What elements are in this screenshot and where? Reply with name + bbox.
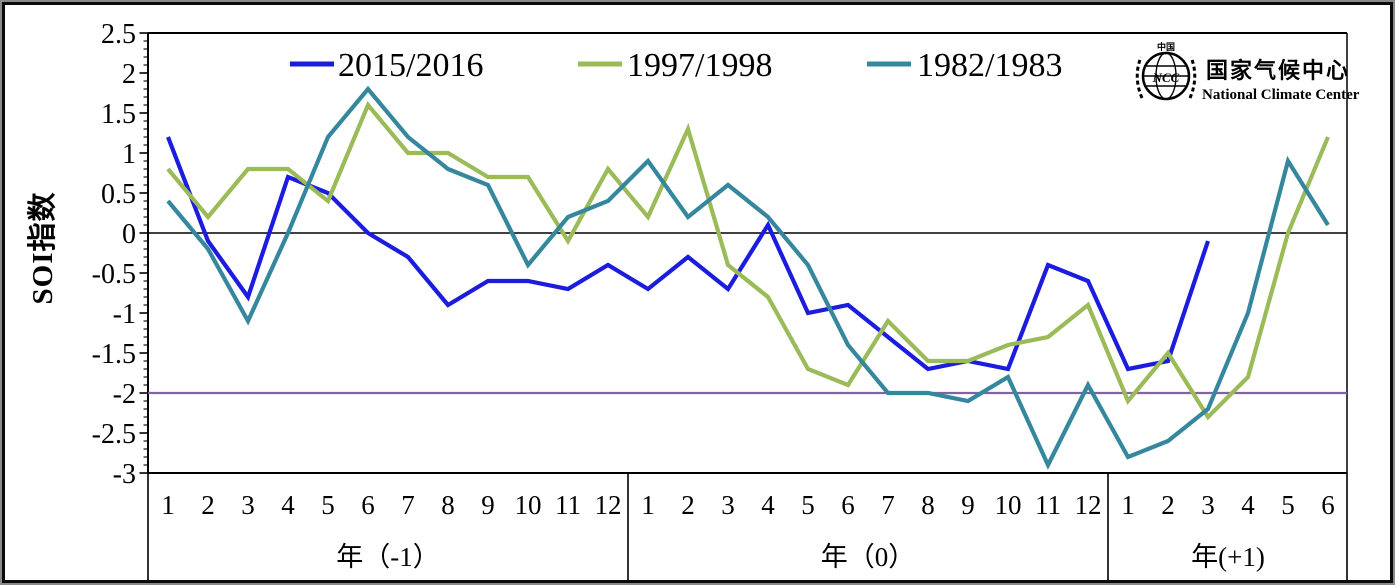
y-tick-label: -0.5 xyxy=(92,259,136,290)
month-label: 1 xyxy=(161,490,175,520)
series-lines xyxy=(166,85,1330,470)
ncc-logo-emblem: NCC 中国 xyxy=(1135,41,1197,101)
y-tick-label: -1 xyxy=(113,299,136,330)
legend: 2015/2016 1997/1998 1982/1983 xyxy=(290,47,1062,84)
y-axis-tick-labels: 2.5 2 1.5 1 0.5 0 -0.5 -1 -1.5 -2 -2.5 -3 xyxy=(92,19,136,490)
month-label: 3 xyxy=(241,490,255,520)
month-label: 5 xyxy=(801,490,815,520)
laurel-left xyxy=(1135,56,1144,99)
series-line-2015-2016 xyxy=(166,136,1210,372)
y-tick-label: 2.5 xyxy=(101,19,136,50)
month-label: 1 xyxy=(641,490,655,520)
month-label: 3 xyxy=(1201,490,1215,520)
legend-label-1997-1998: 1997/1998 xyxy=(627,47,772,84)
month-label: 11 xyxy=(555,490,581,520)
month-label: 10 xyxy=(515,490,542,520)
y-tick-label: 2 xyxy=(122,59,136,90)
emblem-cn-text: 中国 xyxy=(1157,41,1175,52)
month-label: 11 xyxy=(1035,490,1061,520)
y-tick-label: 1 xyxy=(122,139,136,170)
month-label: 2 xyxy=(1161,490,1175,520)
y-tick-label: -3 xyxy=(113,459,136,490)
month-label: 2 xyxy=(681,490,695,520)
legend-label-2015-2016: 2015/2016 xyxy=(338,47,483,84)
y-tick-label: -2 xyxy=(113,379,136,410)
month-label: 12 xyxy=(595,490,622,520)
x-axis-month-labels: 1 2 3 4 5 6 7 8 9 10 11 12 1 2 3 4 5 6 7 8 9 10 11 12 1 2 3 4 5 6 xyxy=(161,490,1335,520)
month-label: 7 xyxy=(401,490,415,520)
y-tick-label: -2.5 xyxy=(92,419,136,450)
laurel-right xyxy=(1188,56,1197,99)
month-label: 1 xyxy=(1121,490,1135,520)
legend-label-1982-1983: 1982/1983 xyxy=(917,47,1062,84)
month-label: 3 xyxy=(721,490,735,520)
month-label: 10 xyxy=(995,490,1022,520)
month-label: 4 xyxy=(761,490,775,520)
month-label: 6 xyxy=(841,490,855,520)
y-axis-title: SOI指数 xyxy=(26,192,59,305)
month-label: 8 xyxy=(921,490,935,520)
month-label: 7 xyxy=(881,490,895,520)
month-label: 6 xyxy=(361,490,375,520)
month-label: 12 xyxy=(1075,490,1102,520)
plot-frame xyxy=(147,32,1348,474)
ncc-logo: NCC 中国 国家气候中心 National Climate Center xyxy=(1135,41,1360,103)
y-tick-label: 0 xyxy=(122,219,136,250)
month-label: 6 xyxy=(1321,490,1335,520)
y-tick-label: 1.5 xyxy=(101,99,136,130)
legend-item: 1997/1998 xyxy=(578,47,772,84)
series-line-1997-1998 xyxy=(166,100,1330,421)
series-line-1982-1983 xyxy=(166,85,1330,470)
section-label-year-minus1: 年（-1） xyxy=(336,542,440,572)
month-label: 4 xyxy=(281,490,295,520)
logo-title: 国家气候中心 xyxy=(1206,58,1350,83)
x-axis-section-dividers xyxy=(147,473,1348,580)
y-tick-label: 0.5 xyxy=(101,179,136,210)
emblem-ncc-text: NCC xyxy=(1152,70,1180,85)
month-label: 2 xyxy=(201,490,215,520)
month-label: 4 xyxy=(1241,490,1255,520)
y-tick-label: -1.5 xyxy=(92,339,136,370)
month-label: 5 xyxy=(321,490,335,520)
month-label: 9 xyxy=(481,490,495,520)
logo-subtitle: National Climate Center xyxy=(1202,87,1360,103)
section-label-year-0: 年（0） xyxy=(821,542,916,572)
y-axis-ticks xyxy=(139,32,148,474)
month-label: 9 xyxy=(961,490,975,520)
legend-item: 1982/1983 xyxy=(867,47,1062,84)
legend-item: 2015/2016 xyxy=(290,47,483,84)
month-label: 5 xyxy=(1281,490,1295,520)
month-label: 8 xyxy=(441,490,455,520)
section-label-year-plus1: 年(+1) xyxy=(1191,542,1265,572)
